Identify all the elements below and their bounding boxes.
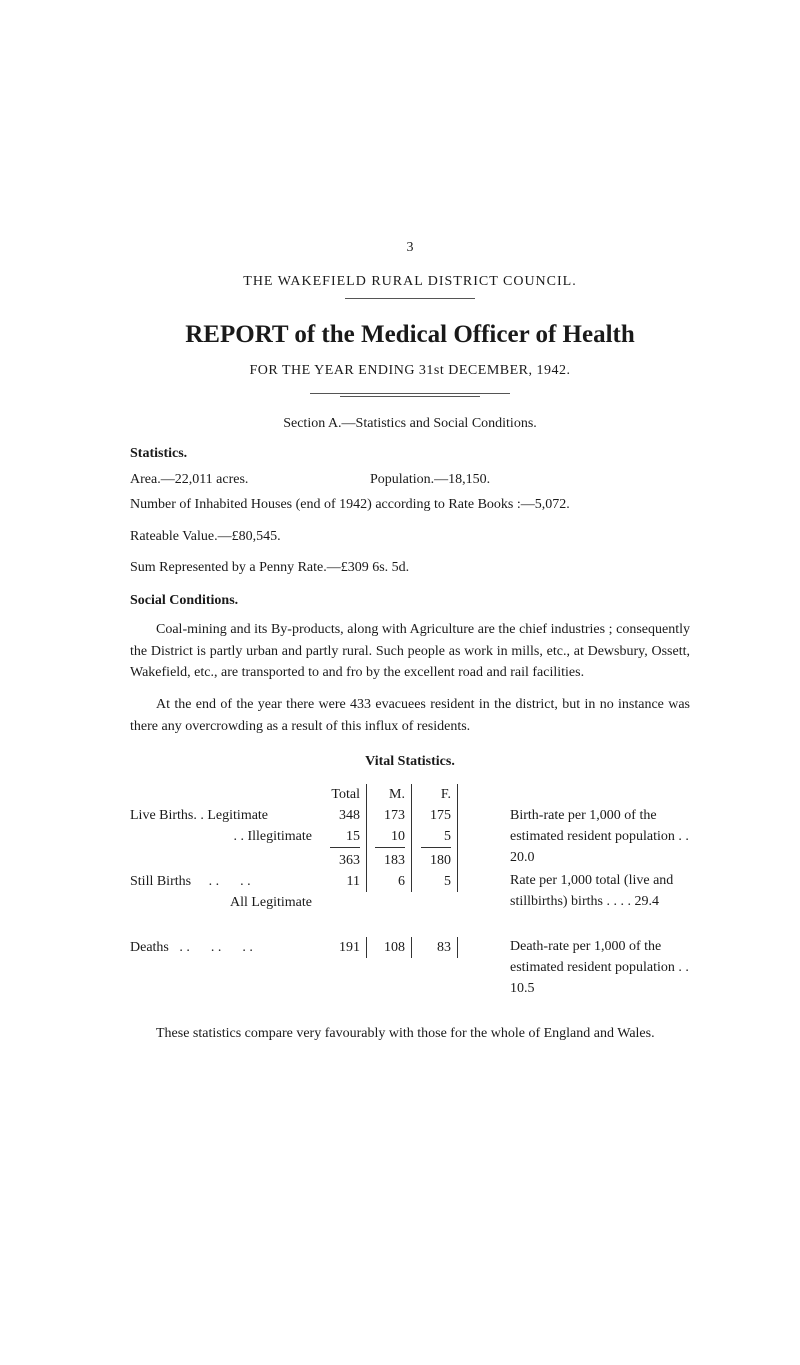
- vital-explain-3: Death-rate per 1,000 of the estimated re…: [510, 936, 690, 999]
- vital-row2-label: . . Illegitimate: [130, 826, 320, 847]
- rateable-value: Rateable Value.—£80,545.: [130, 526, 690, 548]
- vital-row3-m: 183: [366, 847, 412, 871]
- vital-row-gap: [130, 913, 500, 937]
- vital-row3-total-val: 363: [330, 847, 360, 871]
- vital-row-illegitimate: . . Illegitimate 15 10 5: [130, 826, 500, 847]
- vital-row-legitimate: Live Births. . Legitimate 348 173 175: [130, 805, 500, 826]
- area-text: Area.—22,011 acres.: [130, 472, 370, 488]
- vital-row3-total: 363: [320, 847, 366, 871]
- vital-explanations: Birth-rate per 1,000 of the estimated re…: [500, 784, 690, 999]
- footer-para: These statistics compare very favourably…: [130, 1023, 690, 1045]
- statistics-heading: Statistics.: [130, 446, 690, 462]
- vital-row5-label: Deaths . . . . . .: [130, 937, 320, 958]
- vital-header-row: Total M. F.: [130, 784, 500, 805]
- vital-row2-m: 10: [366, 826, 412, 847]
- vital-row5-total: 191: [320, 937, 366, 958]
- vital-row2-total: 15: [320, 826, 366, 847]
- vital-explain-2: Rate per 1,000 total (live and stillbirt…: [510, 870, 690, 912]
- vital-statistics-title: Vital Statistics.: [130, 754, 690, 770]
- main-title: REPORT of the Medical Officer of Health: [130, 321, 690, 349]
- vital-explain-spacer-top: [510, 784, 690, 805]
- vital-row4b-label: All Legitimate: [130, 892, 320, 913]
- vital-row1-m: 173: [366, 805, 412, 826]
- subtitle: FOR THE YEAR ENDING 31st DECEMBER, 1942.: [130, 363, 690, 379]
- vital-row4-total: 11: [320, 871, 366, 892]
- vital-header-m: M.: [366, 784, 412, 805]
- number-houses-text: Number of Inhabited Houses (end of 1942)…: [130, 497, 570, 512]
- vital-row1-f: 175: [412, 805, 458, 826]
- vital-row5-f: 83: [412, 937, 458, 958]
- vital-row4-m: 6: [366, 871, 412, 892]
- vital-row5-m: 108: [366, 937, 412, 958]
- vital-row3-f-val: 180: [421, 847, 451, 871]
- social-para-1: Coal-mining and its By-products, along w…: [130, 619, 690, 684]
- vital-table-numbers: Total M. F. Live Births. . Legitimate 34…: [130, 784, 500, 999]
- social-heading: Social Conditions.: [130, 593, 690, 609]
- vital-row2-f: 5: [412, 826, 458, 847]
- area-population-row: Area.—22,011 acres. Population.—18,150.: [130, 472, 690, 488]
- vital-row-deaths: Deaths . . . . . . 191 108 83: [130, 937, 500, 958]
- vital-row-total: 363 183 180: [130, 847, 500, 871]
- vital-explain-1: Birth-rate per 1,000 of the estimated re…: [510, 805, 690, 868]
- title-underline: [345, 298, 475, 299]
- vital-row3-f: 180: [412, 847, 458, 871]
- page-number: 3: [130, 240, 690, 256]
- vital-row4-label: Still Births . . . .: [130, 871, 320, 892]
- vital-row4-f: 5: [412, 871, 458, 892]
- social-para-2: At the end of the year there were 433 ev…: [130, 694, 690, 737]
- double-rule: [310, 393, 510, 394]
- vital-header-f: F.: [412, 784, 458, 805]
- vital-row-all-legitimate: All Legitimate: [130, 892, 500, 913]
- vital-row1-total: 348: [320, 805, 366, 826]
- vital-header-total: Total: [320, 784, 366, 805]
- council-title: THE WAKEFIELD RURAL DISTRICT COUNCIL.: [130, 274, 690, 290]
- vital-statistics-table: Total M. F. Live Births. . Legitimate 34…: [130, 784, 690, 999]
- number-houses: Number of Inhabited Houses (end of 1942)…: [130, 494, 690, 516]
- section-a-heading: Section A.—Statistics and Social Conditi…: [130, 416, 690, 432]
- population-text: Population.—18,150.: [370, 472, 490, 488]
- vital-row-stillbirths: Still Births . . . . 11 6 5: [130, 871, 500, 892]
- vital-row3-m-val: 183: [375, 847, 405, 871]
- sum-represented: Sum Represented by a Penny Rate.—£309 6s…: [130, 557, 690, 579]
- vital-row1-label: Live Births. . Legitimate: [130, 805, 320, 826]
